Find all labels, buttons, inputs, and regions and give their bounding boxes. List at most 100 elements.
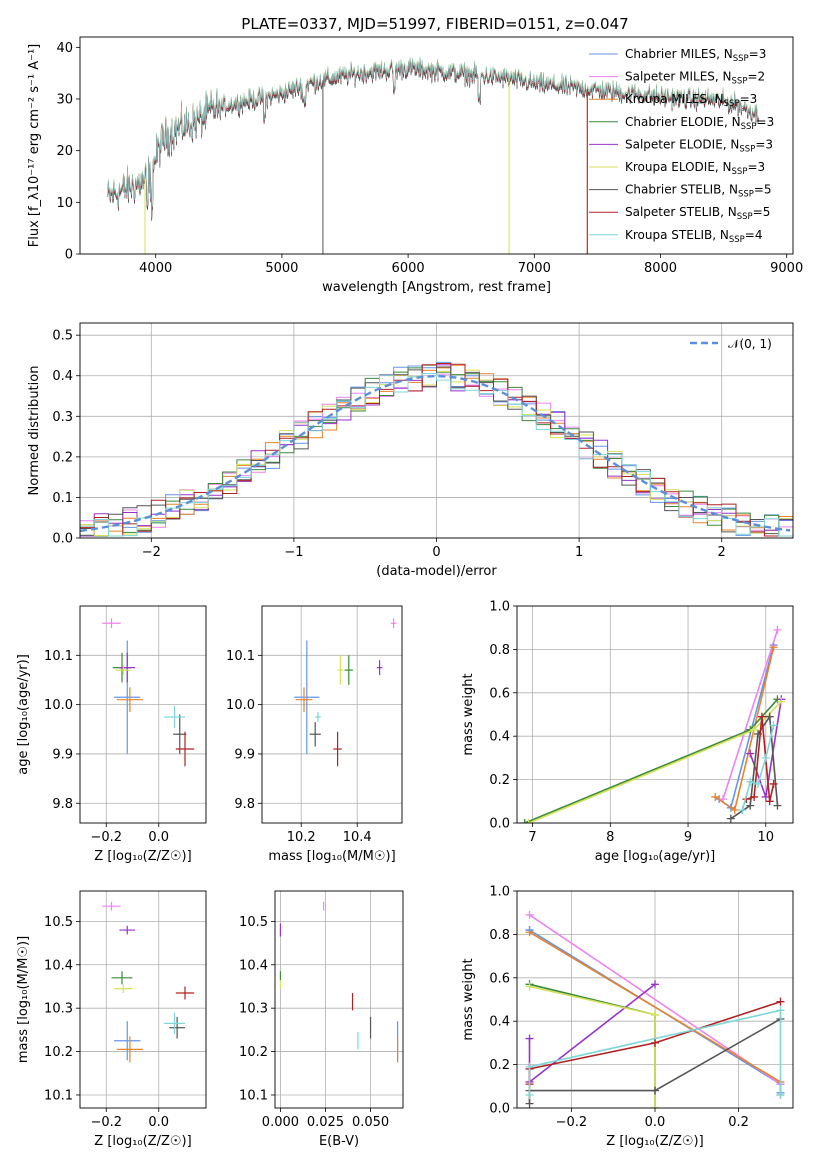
residuals-grid bbox=[80, 323, 793, 539]
residuals-ytick-label: 0.5 bbox=[52, 329, 73, 344]
spectrum-xtick-label: 7000 bbox=[518, 261, 551, 276]
z-weight-ytick-label: 0.2 bbox=[489, 1058, 510, 1073]
legend-text: Chabrier MILES, N bbox=[625, 47, 733, 61]
weight-marker-salpeter_stelib bbox=[750, 792, 759, 801]
weight-marker-salpeter_elodie bbox=[651, 980, 659, 989]
z-weight-ytick-label: 0.8 bbox=[489, 928, 510, 943]
z-age-ytick-label: 10.0 bbox=[44, 698, 73, 713]
z-mass-xtick-label: −0.2 bbox=[90, 1115, 122, 1130]
legend-sub: SSP bbox=[729, 235, 745, 245]
mass-age-xtick-label: 10.2 bbox=[287, 830, 316, 845]
legend-entry-chabrier_miles: Chabrier MILES, NSSP=3 bbox=[625, 47, 766, 64]
ebv-mass-plot-area bbox=[279, 901, 399, 1063]
weight-marker-kroupa_stelib bbox=[738, 805, 747, 814]
age-weight-ylabel: mass weight bbox=[461, 673, 476, 755]
age-weight-panel: 7 8 9 10 0.0 0.2 0.4 0.6 0.8 1.0 age [log₁₀(age/yr… bbox=[461, 600, 794, 864]
legend-suffix: =4 bbox=[745, 228, 763, 242]
age-weight-ytick-label: 0.4 bbox=[489, 730, 510, 745]
spectrum-panel: 4000 5000 6000 7000 8000 9000 0 10 20 30 40 wavelen… bbox=[27, 36, 803, 295]
weight-marker-kroupa_stelib bbox=[525, 1090, 534, 1099]
age-weight-plot-area bbox=[520, 625, 786, 823]
residuals-xtick-label: 2 bbox=[718, 545, 726, 560]
ebv-mass-ytick-label: 10.1 bbox=[239, 1088, 268, 1103]
ebv-mass-ytick-label: 10.5 bbox=[239, 915, 268, 930]
legend-text: Chabrier ELODIE, N bbox=[625, 115, 741, 129]
age-weight-frame bbox=[516, 605, 794, 824]
z-age-plot-area bbox=[102, 618, 195, 767]
mass-age-grid bbox=[262, 606, 402, 823]
z-age-ytick-label: 10.1 bbox=[44, 649, 73, 664]
weight-marker-chabrier_stelib bbox=[726, 814, 735, 823]
age-weight-xtick-label: 9 bbox=[684, 830, 692, 845]
legend-suffix: =3 bbox=[740, 92, 758, 106]
legend-sub: SSP bbox=[737, 212, 753, 222]
legend-sub: SSP bbox=[739, 144, 755, 154]
ebv-mass-grid bbox=[275, 891, 403, 1108]
spectrum-ytick-label: 30 bbox=[56, 93, 73, 108]
z-weight-ytick-label: 1.0 bbox=[489, 885, 510, 900]
ebv-mass-ytick-label: 10.3 bbox=[239, 1002, 268, 1017]
z-age-ytick-label: 9.9 bbox=[52, 747, 73, 762]
z-weight-xtick-label: 0.2 bbox=[728, 1115, 749, 1130]
z-weight-ytick-label: 0.4 bbox=[489, 1015, 510, 1030]
z-weight-plot-area bbox=[525, 910, 785, 1108]
ebv-mass-xlabel: E(B-V) bbox=[319, 1134, 359, 1149]
spectrum-xtick-label: 6000 bbox=[392, 261, 425, 276]
spectrum-xtick-label: 9000 bbox=[770, 261, 803, 276]
z-mass-panel: −0.2 0.0 10.1 10.2 10.3 10.4 10.5 Z [log₁₀(Z/Z☉… bbox=[16, 890, 207, 1149]
weight-marker-kroupa_miles bbox=[769, 643, 778, 652]
ebv-mass-xtick-label: 0.050 bbox=[352, 1115, 389, 1130]
residuals-xtick-label: 1 bbox=[575, 545, 583, 560]
age-weight-ytick-label: 1.0 bbox=[489, 600, 510, 615]
weight-marker-salpeter_elodie bbox=[525, 1034, 534, 1043]
weight-marker-kroupa_stelib bbox=[776, 1090, 785, 1099]
weight-marker-kroupa_stelib bbox=[769, 721, 778, 730]
weight-marker-kroupa_elodie bbox=[651, 1010, 659, 1019]
residuals-xtick-label: −2 bbox=[142, 545, 161, 560]
weight-marker-kroupa_stelib bbox=[525, 1062, 534, 1071]
mass-age-panel: 10.2 10.4 9.8 9.9 10.0 10.1 mass [log₁₀(M/M☉)] bbox=[226, 605, 403, 864]
legend-text: Salpeter ELODIE, N bbox=[625, 137, 739, 151]
weight-marker-kroupa_stelib bbox=[776, 1006, 785, 1015]
spectrum-xtick-label: 4000 bbox=[139, 261, 172, 276]
weight-marker-salpeter_stelib bbox=[765, 797, 774, 806]
weight-marker-salpeter_stelib bbox=[769, 779, 778, 788]
z-mass-frame bbox=[79, 890, 207, 1109]
z-age-xtick-label: 0.0 bbox=[148, 830, 169, 845]
z-mass-xlabel: Z [log₁₀(Z/Z☉)] bbox=[94, 1134, 191, 1149]
weight-marker-chabrier_stelib bbox=[773, 801, 782, 810]
normal-legend-label: 𝒩(0, 1) bbox=[728, 337, 772, 351]
spectrum-ytick-label: 10 bbox=[56, 196, 73, 211]
age-weight-xtick-label: 10 bbox=[758, 830, 775, 845]
weight-marker-kroupa_elodie bbox=[524, 819, 533, 823]
spectrum-series-kroupa_stelib bbox=[107, 56, 760, 218]
legend-suffix: =3 bbox=[747, 160, 765, 174]
legend-sub: SSP bbox=[733, 54, 749, 64]
legend-entry-kroupa_elodie: Kroupa ELODIE, NSSP=3 bbox=[625, 160, 765, 177]
z-age-xtick-label: −0.2 bbox=[90, 830, 122, 845]
z-age-xlabel: Z [log₁₀(Z/Z☉)] bbox=[94, 849, 191, 864]
residuals-ylabel: Normed distribution bbox=[27, 366, 42, 496]
legend-suffix: =5 bbox=[754, 183, 772, 197]
ebv-mass-ytick-label: 10.4 bbox=[239, 958, 268, 973]
spectrum-ytick-label: 20 bbox=[56, 144, 73, 159]
legend-suffix: =5 bbox=[753, 205, 771, 219]
legend-entry-chabrier_elodie: Chabrier ELODIE, NSSP=3 bbox=[625, 115, 774, 132]
z-mass-grid bbox=[80, 891, 206, 1108]
weight-marker-chabrier_stelib bbox=[651, 1086, 659, 1095]
mass-age-ytick-label: 10.1 bbox=[226, 649, 255, 664]
weight-marker-kroupa_miles bbox=[730, 805, 739, 814]
z-weight-ytick-label: 0.6 bbox=[489, 971, 510, 986]
age-weight-ytick-label: 0.0 bbox=[489, 817, 510, 832]
legend-suffix: =2 bbox=[747, 70, 765, 84]
weight-marker-kroupa_stelib bbox=[754, 779, 763, 788]
weight-marker-kroupa_elodie bbox=[777, 697, 786, 706]
spectrum-ytick-label: 0 bbox=[65, 248, 73, 263]
z-weight-panel: −0.2 0.0 0.2 0.0 0.2 0.4 0.6 0.8 1.0 Z [log₁₀(Z/Z… bbox=[461, 885, 794, 1149]
z-age-ylabel: age [log₁₀(age/yr)] bbox=[16, 654, 31, 775]
z-mass-xtick-label: 0.0 bbox=[148, 1115, 169, 1130]
legend-text: Salpeter MILES, N bbox=[625, 70, 732, 84]
z-age-ytick-label: 9.8 bbox=[52, 797, 73, 812]
